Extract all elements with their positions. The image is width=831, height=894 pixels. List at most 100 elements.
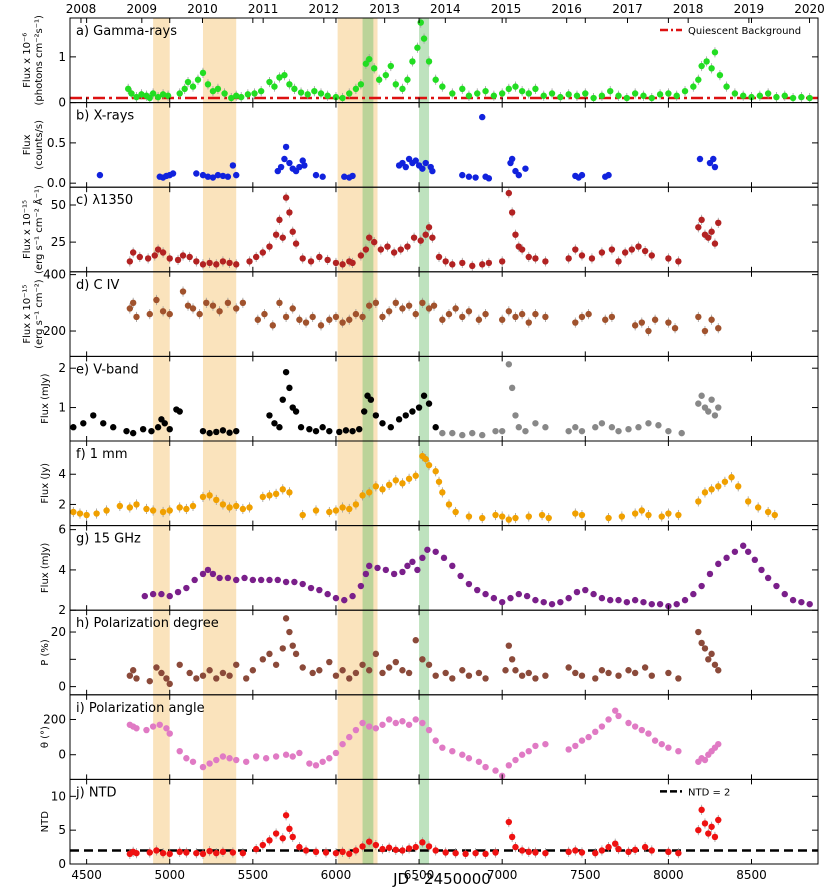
- data-point: [233, 756, 240, 764]
- data-point: [475, 669, 483, 677]
- data-point: [286, 384, 293, 392]
- data-point: [592, 675, 599, 682]
- data-point: [276, 74, 283, 81]
- data-point: [432, 76, 439, 83]
- data-point: [189, 83, 197, 90]
- data-point: [224, 299, 232, 307]
- data-point: [339, 504, 346, 511]
- x-tick-label: 5500: [238, 868, 269, 882]
- y-axis-label: Flux: [22, 134, 33, 155]
- data-point: [349, 427, 356, 435]
- data-point: [715, 404, 722, 411]
- data-point: [542, 424, 549, 431]
- data-point: [392, 477, 399, 484]
- data-point: [359, 661, 366, 668]
- data-point: [226, 672, 233, 679]
- data-point: [415, 404, 423, 411]
- data-point: [675, 511, 682, 519]
- data-point: [307, 584, 315, 592]
- data-point: [370, 238, 378, 246]
- data-point: [259, 841, 267, 849]
- data-point: [525, 90, 532, 97]
- data-point: [291, 85, 298, 93]
- data-point: [219, 669, 227, 677]
- data-point: [773, 582, 780, 590]
- data-point: [289, 642, 296, 649]
- data-point: [206, 847, 213, 855]
- data-point: [214, 171, 222, 179]
- data-point: [498, 598, 506, 606]
- data-point: [214, 85, 222, 93]
- data-point: [366, 55, 373, 63]
- data-point: [352, 310, 360, 318]
- data-point: [512, 412, 519, 419]
- y-tick-label: 200: [43, 712, 66, 726]
- data-point: [233, 502, 240, 510]
- data-point: [758, 566, 765, 574]
- data-point: [266, 576, 273, 584]
- data-point: [465, 755, 473, 762]
- data-point: [515, 171, 522, 179]
- data-point: [756, 92, 764, 99]
- data-point: [166, 592, 173, 600]
- data-point: [422, 455, 429, 463]
- data-point: [532, 310, 539, 318]
- data-point: [70, 424, 77, 431]
- data-point: [194, 76, 202, 83]
- data-point: [286, 81, 293, 88]
- data-point: [139, 425, 147, 433]
- bottom-jd-axis: 4500 5000 5500 6000 6500 7000 7500 8000 8500: [71, 868, 766, 882]
- data-point: [346, 90, 353, 97]
- data-point: [578, 672, 586, 679]
- data-point: [159, 849, 167, 857]
- data-point: [239, 505, 247, 513]
- data-point: [723, 83, 730, 90]
- data-point: [701, 820, 709, 827]
- data-point: [602, 316, 609, 323]
- data-point: [372, 483, 380, 490]
- data-point: [286, 825, 293, 833]
- data-point: [781, 92, 788, 99]
- y-axis-label: (erg s⁻¹ cm⁻² Å⁻¹): [32, 185, 45, 274]
- data-point: [598, 420, 606, 427]
- series-points: [96, 113, 719, 182]
- data-point: [254, 316, 262, 323]
- data-point: [507, 594, 514, 602]
- data-point: [789, 596, 797, 604]
- data-point: [505, 762, 513, 769]
- data-point: [166, 425, 173, 433]
- data-point: [392, 299, 399, 307]
- data-point: [404, 243, 411, 250]
- data-point: [605, 843, 612, 851]
- data-point: [414, 44, 421, 51]
- data-point: [482, 675, 489, 682]
- data-point: [675, 675, 682, 682]
- data-point: [216, 308, 223, 315]
- data-point: [316, 253, 323, 261]
- data-point: [219, 258, 227, 265]
- data-point: [498, 513, 506, 520]
- data-point: [588, 255, 596, 262]
- data-point: [439, 489, 446, 496]
- data-point: [179, 288, 187, 295]
- data-point: [186, 669, 193, 677]
- data-point: [164, 92, 172, 99]
- data-point: [482, 87, 489, 95]
- data-point: [474, 90, 481, 97]
- panel: 200 400 d) C IV Flux x 10⁻¹⁵ (erg s⁻¹ cm⁻²): [22, 268, 819, 357]
- y-tick-label: 6: [58, 523, 66, 537]
- data-point: [306, 425, 313, 433]
- data-point: [675, 258, 682, 265]
- data-point: [292, 650, 300, 658]
- x-tick-label: 4500: [71, 868, 102, 882]
- data-point: [492, 849, 499, 856]
- data-point: [93, 510, 100, 517]
- data-point: [635, 424, 642, 431]
- data-point: [272, 490, 280, 498]
- data-point: [465, 92, 473, 99]
- x-tick-label: 7500: [570, 868, 601, 882]
- data-point: [397, 246, 404, 253]
- data-point: [306, 760, 313, 767]
- data-point: [282, 615, 290, 622]
- y-tick-label: 2: [58, 603, 66, 617]
